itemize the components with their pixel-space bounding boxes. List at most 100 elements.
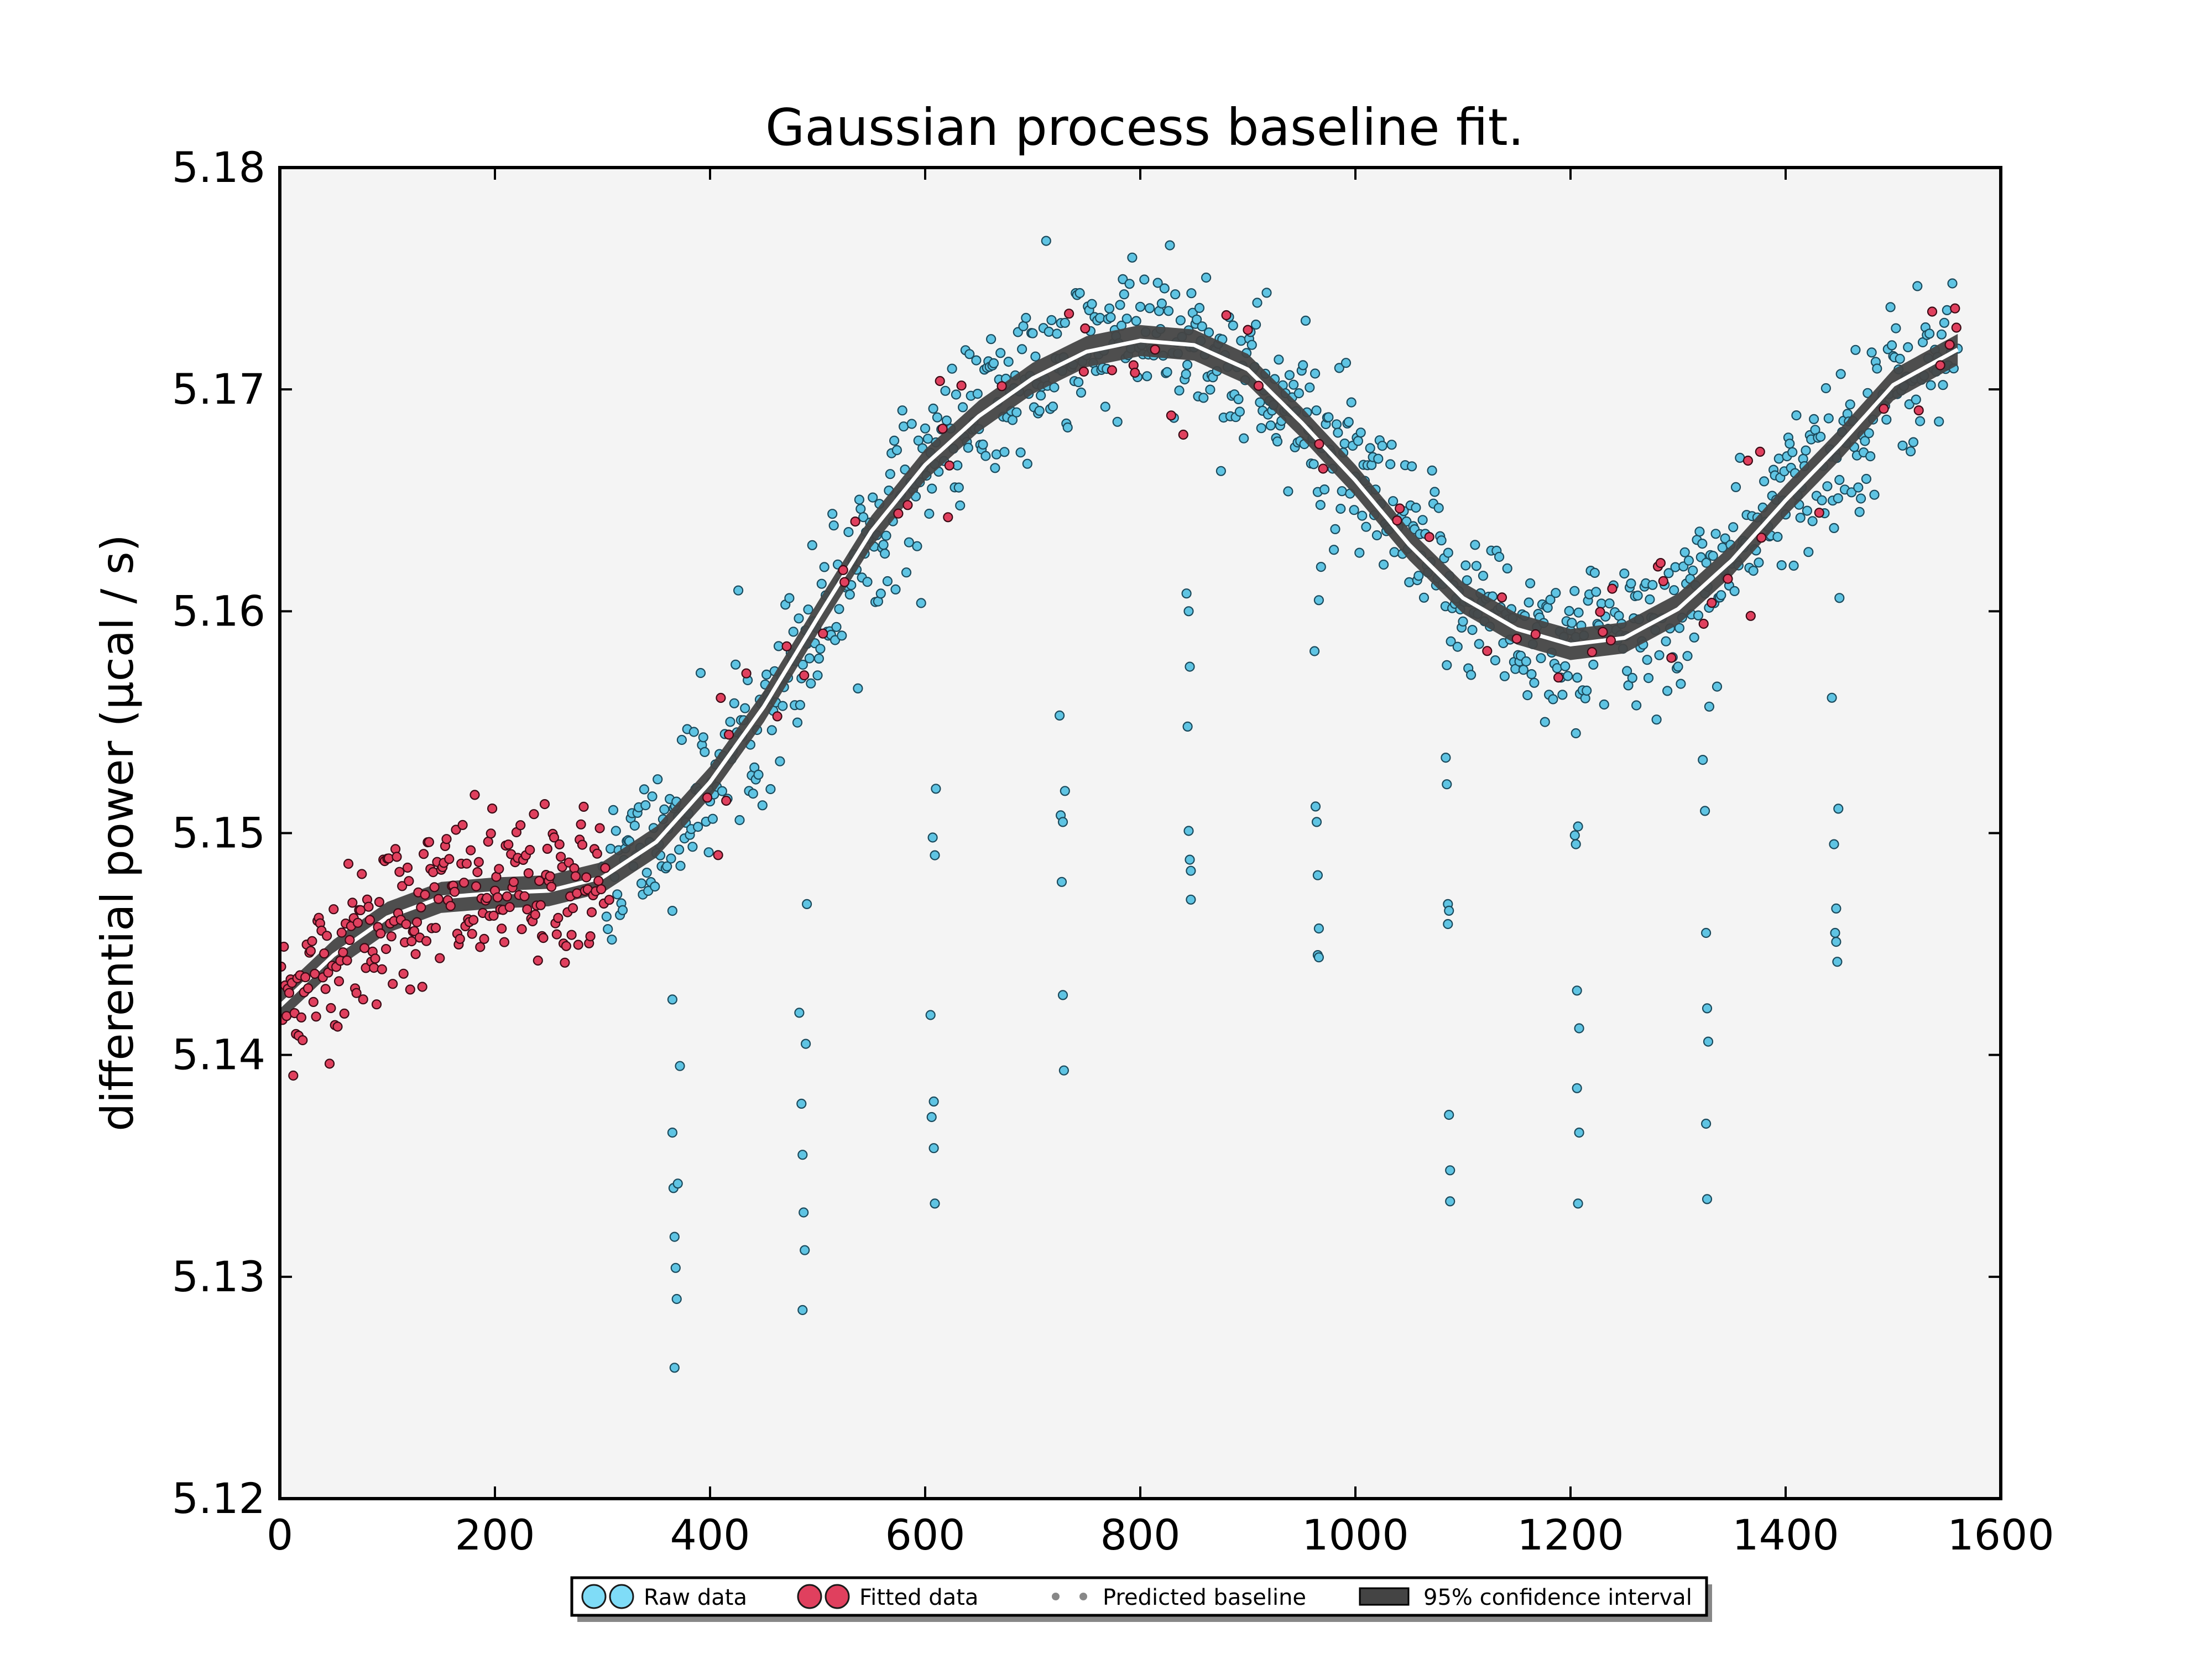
fitted-data-point [307,936,317,947]
raw-data-point [1861,473,1871,484]
raw-data-point [1572,672,1583,683]
raw-data-point [605,843,616,854]
raw-data-point [1947,278,1958,289]
raw-data-point [1720,533,1730,544]
fitted-data-point [593,875,604,886]
legend-marker [797,1584,822,1609]
raw-data-point [1865,451,1876,462]
raw-data-point [703,847,714,858]
raw-data-outlier [1058,1065,1070,1076]
raw-data-outlier [669,1232,680,1242]
x-tick-label: 1400 [1732,1510,1839,1559]
raw-data-point [853,683,863,694]
raw-data-point [951,389,962,400]
raw-data-point [878,540,889,550]
raw-data-point [1589,567,1600,578]
raw-data-point [1645,594,1655,605]
raw-data-point [1139,274,1150,285]
fitted-data-point [1607,583,1618,594]
raw-data-point [1182,359,1193,370]
raw-data-point [1156,298,1167,309]
fitted-data-point [1130,367,1140,378]
fitted-data-point [416,902,426,913]
fitted-data-point [713,850,723,860]
raw-data-point [1354,547,1365,558]
fitted-data-point [326,1003,336,1014]
raw-data-point [1194,302,1205,314]
raw-data-outlier [1572,1083,1582,1093]
fitted-data-point [569,863,580,874]
fitted-data-point [600,863,611,873]
raw-data-point [674,844,685,855]
raw-data-point [1062,422,1073,433]
raw-data-point [1346,397,1357,408]
raw-data-point [932,412,943,422]
fitted-data-point [300,972,311,983]
raw-data-point [1829,523,1839,534]
raw-data-point [1073,377,1084,388]
raw-data-point [607,934,617,945]
raw-data-point [1936,329,1947,340]
raw-data-point [731,659,741,670]
legend-label: Fitted data [859,1585,978,1610]
raw-data-point [1642,655,1652,665]
raw-data-outlier [1185,661,1195,672]
raw-data-point [1915,416,1926,426]
fitted-data-point [499,937,510,947]
raw-data-point [1094,312,1105,324]
raw-data-point [1355,427,1366,438]
raw-data-point [1820,383,1831,394]
raw-data-point [1776,560,1787,571]
raw-data-point [882,576,893,587]
raw-data-point [812,670,823,681]
raw-data-point [1131,316,1141,326]
fitted-data-point [402,862,413,873]
raw-data-point [1310,368,1321,379]
raw-data-point [1300,315,1311,326]
raw-data-point [955,500,966,511]
raw-data-point [1377,441,1387,451]
raw-data-outlier [794,1008,805,1018]
raw-data-point [1551,588,1561,598]
raw-data-point [868,492,878,503]
fitted-data-point [1756,533,1767,543]
fitted-data-point [321,931,332,941]
fitted-data-point [542,843,552,854]
raw-data-point [1389,547,1400,557]
fitted-data-point [594,823,605,833]
fitted-data-point [405,984,415,995]
raw-data-outlier [1830,927,1840,938]
raw-data-point [1233,394,1244,405]
raw-data-outlier [1698,754,1708,765]
raw-data-point [1011,407,1022,418]
raw-data-point [1087,299,1097,309]
raw-data-point [788,627,799,637]
raw-data-point [999,447,1010,457]
raw-data-outlier [1574,1023,1584,1034]
raw-data-point [912,541,922,551]
raw-data-point [707,813,718,824]
fitted-data-point [538,932,549,943]
fitted-data-point [494,864,504,874]
fitted-data-point [1107,365,1118,375]
fitted-data-point [1913,405,1924,416]
fitted-data-point [1595,607,1605,617]
raw-data-outlier [1445,1165,1455,1176]
fitted-data-point [503,839,514,850]
raw-data-point [1478,571,1489,581]
fitted-data-point [1063,309,1074,319]
raw-data-point [1462,575,1472,586]
raw-data-point [1850,345,1861,355]
raw-data-point [988,358,999,369]
raw-data-outlier [1183,606,1194,617]
raw-data-point [1144,303,1155,314]
raw-data-outlier [1060,786,1070,796]
raw-data-point [1460,560,1471,571]
raw-data-point [1105,312,1116,322]
raw-data-point [717,786,728,796]
raw-data-point [827,509,838,519]
legend-marker [1359,1587,1410,1606]
raw-data-point [1162,367,1172,378]
fitted-data-point [530,909,541,920]
